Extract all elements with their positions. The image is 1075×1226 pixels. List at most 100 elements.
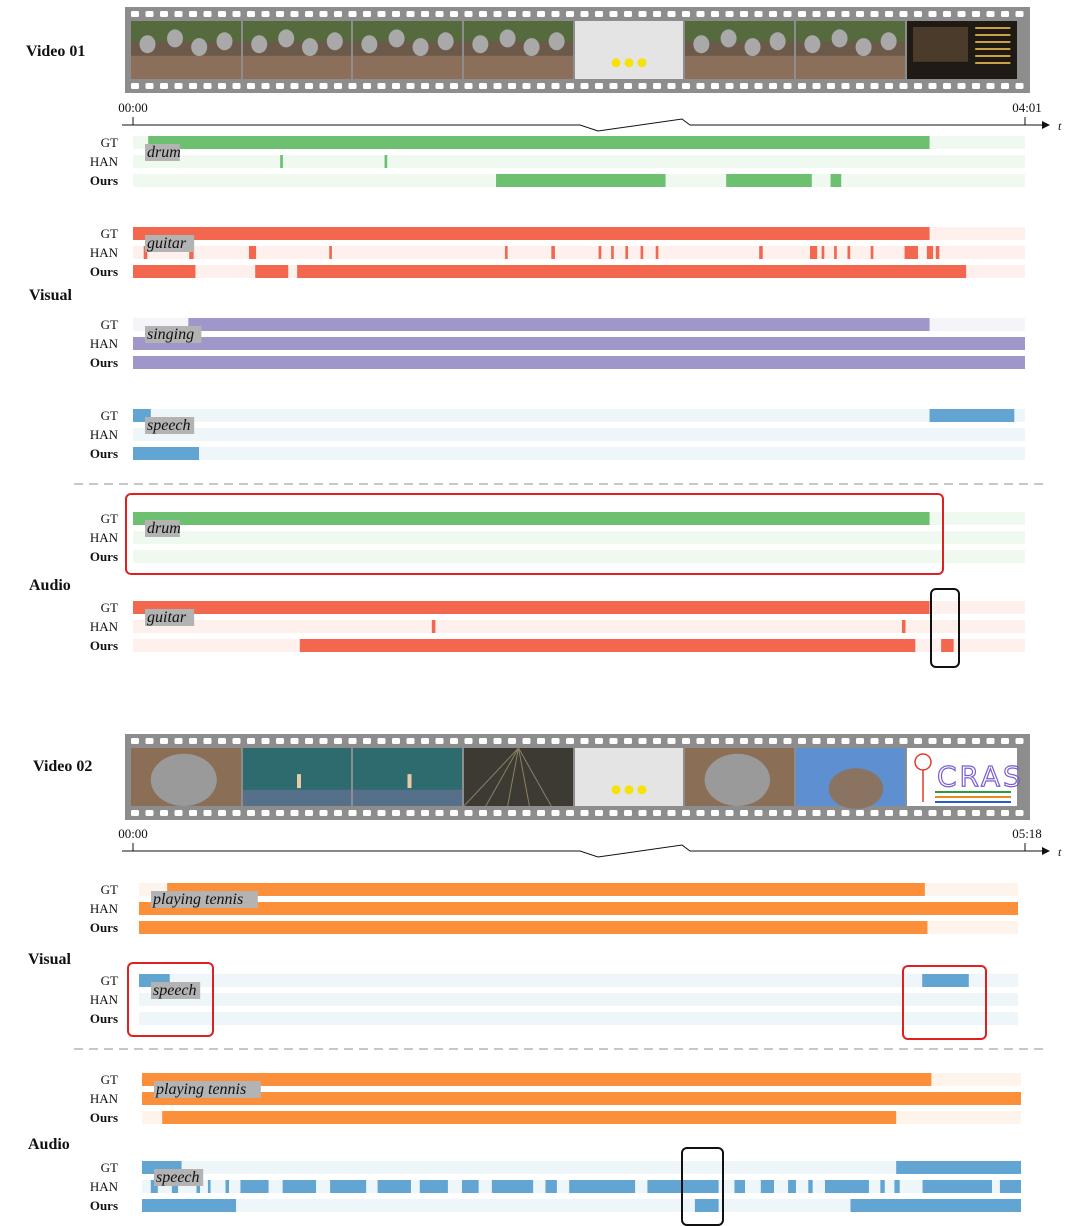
modality-label-audio: Audio	[29, 577, 71, 594]
blurred-face	[720, 29, 737, 48]
sprocket-hole	[464, 738, 473, 744]
sprocket-hole	[754, 810, 763, 816]
sprocket-hole	[595, 738, 603, 744]
track-bg-gt	[142, 1161, 1021, 1174]
sprocket-hole	[812, 11, 821, 17]
axis-line	[122, 844, 1044, 858]
sprocket-hole	[566, 11, 574, 17]
frame-crowd-4	[464, 21, 573, 79]
sprocket-hole	[522, 810, 531, 816]
sprocket-hole	[986, 83, 995, 89]
segment-han	[189, 246, 194, 259]
blurred-face	[523, 38, 540, 57]
track-bg-han	[133, 428, 1025, 441]
frame-dome	[464, 748, 573, 806]
segment-han	[999, 1180, 1021, 1193]
segment-gt	[142, 1073, 932, 1086]
event-drum-1-0: GT HAN Ours drum	[90, 511, 1025, 564]
segment-han	[647, 1180, 719, 1193]
sprocket-hole	[812, 738, 821, 744]
segment-han	[655, 246, 659, 259]
sprocket-hole	[711, 83, 719, 89]
sprocket-hole	[580, 738, 589, 744]
sprocket-hole	[174, 83, 183, 89]
sprocket-hole	[479, 11, 487, 17]
segment-ours	[850, 1199, 1021, 1212]
sprocket-hole	[812, 83, 821, 89]
sprocket-hole	[841, 810, 850, 816]
frame-foliage	[243, 21, 351, 42]
sprocket-hole	[740, 83, 748, 89]
time-axis-v1: 00:00 04:01 t	[118, 100, 1062, 133]
segment-han	[330, 1180, 367, 1193]
sprocket-hole	[348, 11, 357, 17]
segment-ours	[299, 639, 916, 652]
segment-han	[504, 246, 508, 259]
sprocket-hole	[856, 738, 864, 744]
sprocket-hole	[1001, 11, 1009, 17]
sprocket-hole	[261, 738, 270, 744]
frame-table	[796, 55, 905, 79]
dome-beam	[463, 747, 519, 807]
sprocket-hole	[754, 11, 763, 17]
sprocket-hole	[290, 83, 299, 89]
sprocket-hole	[174, 810, 183, 816]
sprocket-hole	[435, 83, 444, 89]
sprocket-hole	[740, 810, 748, 816]
sprocket-hole	[812, 810, 821, 816]
row-label-han: HAN	[90, 1091, 119, 1106]
blurred-face	[472, 35, 489, 54]
sprocket-hole	[638, 738, 647, 744]
frame-ellipsis	[575, 21, 683, 79]
blurred-face	[388, 29, 405, 48]
sprocket-hole	[450, 11, 458, 17]
sprocket-hole	[276, 11, 284, 17]
sprocket-hole	[754, 738, 763, 744]
sprocket-hole	[972, 83, 980, 89]
frame-person-2	[685, 748, 794, 807]
sprocket-hole	[160, 83, 168, 89]
segment-han	[759, 246, 763, 259]
event-name-label: singing	[147, 326, 194, 343]
sprocket-hole	[435, 738, 444, 744]
segment-gt	[133, 227, 930, 240]
sprocket-hole	[638, 11, 647, 17]
sprocket-hole	[551, 810, 560, 816]
segment-han	[196, 1180, 201, 1193]
sprocket-hole	[508, 810, 516, 816]
segment-ours	[726, 174, 812, 187]
axis-arrowhead	[1042, 847, 1050, 855]
sprocket-hole	[435, 11, 444, 17]
sprocket-hole	[319, 83, 328, 89]
segment-han	[834, 246, 837, 259]
sprocket-hole	[363, 810, 371, 816]
sprocket-hole	[247, 810, 255, 816]
sprocket-hole	[160, 11, 168, 17]
event-name-label: guitar	[147, 235, 187, 252]
segment-han	[810, 246, 818, 259]
track-bg-han	[133, 620, 1025, 633]
segment-ours	[255, 265, 289, 278]
sprocket-hole	[653, 810, 661, 816]
frame-court-floor	[243, 789, 351, 806]
sprocket-hole	[711, 810, 719, 816]
blurred-face	[437, 32, 454, 51]
sprocket-hole	[769, 83, 777, 89]
sprocket-hole	[232, 83, 241, 89]
row-label-han: HAN	[90, 427, 119, 442]
sprocket-hole	[798, 738, 806, 744]
sprocket-hole	[1001, 738, 1009, 744]
sprocket-hole	[247, 738, 255, 744]
segment-han	[760, 1180, 775, 1193]
sprocket-hole	[377, 83, 386, 89]
segment-han	[880, 1180, 885, 1193]
credits-text-line	[975, 41, 1011, 43]
event-singing-0-0: GT HAN Ours singing	[90, 317, 1025, 370]
sprocket-hole	[624, 11, 632, 17]
sprocket-hole	[943, 810, 951, 816]
sprocket-hole	[711, 738, 719, 744]
row-label-ours: Ours	[90, 638, 118, 653]
frame-ellipsis	[575, 748, 683, 806]
blurred-face	[769, 32, 786, 51]
sprocket-hole	[943, 83, 951, 89]
